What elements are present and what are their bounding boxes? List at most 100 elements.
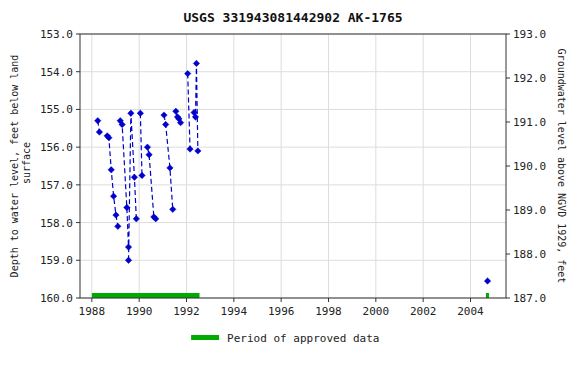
x-tick-label: 1992 (173, 305, 200, 318)
data-line (98, 63, 488, 281)
legend-swatch (191, 335, 219, 340)
x-grid-line (139, 34, 140, 298)
y2-tick (506, 78, 510, 79)
data-point (108, 167, 114, 173)
y2-tick (506, 298, 510, 299)
data-point (184, 70, 190, 76)
chart: 198819901992199419961998200020022004153.… (0, 0, 576, 384)
y-tick (76, 34, 80, 35)
data-point (162, 121, 168, 127)
x-tick (281, 298, 282, 302)
x-tick-label: 2000 (363, 305, 390, 318)
data-point (146, 151, 152, 157)
data-point (193, 60, 199, 66)
data-point (187, 146, 193, 152)
data-point (96, 129, 102, 135)
y-grid-line (80, 184, 506, 185)
data-point (137, 110, 143, 116)
y2-tick-label: 192.0 (513, 72, 546, 85)
y2-tick-label: 191.0 (513, 116, 546, 129)
x-tick-label: 2004 (457, 305, 484, 318)
x-grid-line (233, 34, 234, 298)
y2-tick (506, 122, 510, 123)
y2-tick (506, 210, 510, 211)
x-tick (233, 298, 234, 302)
data-point (115, 223, 121, 229)
y-tick (76, 71, 80, 72)
x-grid-line (91, 34, 92, 298)
data-point (125, 257, 131, 263)
legend-label: Period of approved data (227, 332, 379, 345)
x-grid-line (423, 34, 424, 298)
data-point (484, 278, 490, 284)
data-point (177, 119, 183, 125)
data-point (170, 206, 176, 212)
approved-period (486, 293, 489, 298)
x-grid-line (328, 34, 329, 298)
plot-background (80, 34, 506, 298)
data-point (125, 244, 131, 250)
y-axis-label-line: surface (21, 142, 32, 190)
x-tick-label: 1994 (221, 305, 248, 318)
y-tick-label: 156.0 (40, 141, 73, 154)
data-point (113, 212, 119, 218)
y2-tick-label: 187.0 (513, 292, 546, 305)
x-tick (186, 298, 187, 302)
x-tick-label: 1996 (268, 305, 295, 318)
y2-tick (506, 254, 510, 255)
data-point (119, 121, 125, 127)
x-tick-label: 2002 (410, 305, 437, 318)
grid (80, 34, 506, 298)
plot-frame (80, 34, 506, 298)
y-tick-label: 159.0 (40, 254, 73, 267)
data-point (153, 216, 159, 222)
data-point (144, 144, 150, 150)
approved-period (92, 293, 200, 298)
x-grid-line (281, 34, 282, 298)
y-tick (76, 184, 80, 185)
x-grid-line (375, 34, 376, 298)
y2-tick-label: 188.0 (513, 248, 546, 261)
data-point (133, 216, 139, 222)
x-tick (328, 298, 329, 302)
x-tick (375, 298, 376, 302)
x-tick-label: 1988 (79, 305, 106, 318)
data-point (173, 108, 179, 114)
data-point (195, 148, 201, 154)
y-tick-label: 160.0 (40, 292, 73, 305)
y-tick-label: 155.0 (40, 103, 73, 116)
y-grid-line (80, 222, 506, 223)
x-tick-label: 1998 (315, 305, 342, 318)
data-point (161, 112, 167, 118)
data-point (110, 193, 116, 199)
y2-axis-label: Groundwater level above NGVD 1929, feet (556, 49, 567, 284)
legend: Period of approved data (191, 332, 379, 345)
data-point (167, 165, 173, 171)
y-grid-line (80, 109, 506, 110)
x-tick (423, 298, 424, 302)
y2-tick-label: 190.0 (513, 160, 546, 173)
y-tick-label: 157.0 (40, 179, 73, 192)
data-point (139, 172, 145, 178)
x-tick (91, 298, 92, 302)
data-point (124, 204, 130, 210)
data-point (131, 174, 137, 180)
y-tick-label: 154.0 (40, 66, 73, 79)
chart-title: USGS 331943081442902 AK-1765 (183, 10, 402, 25)
plot-data (92, 60, 491, 298)
y-axis-label: Depth to water level, feet below land su… (9, 55, 32, 278)
y-tick (76, 109, 80, 110)
y-grid-line (80, 71, 506, 72)
y-axis-label-line: Depth to water level, feet below land (9, 55, 20, 278)
y2-tick-label: 189.0 (513, 204, 546, 217)
y-tick (76, 147, 80, 148)
data-point (95, 118, 101, 124)
x-tick-label: 1990 (126, 305, 153, 318)
x-grid-line (470, 34, 471, 298)
y2-tick (506, 34, 510, 35)
x-tick (470, 298, 471, 302)
y-tick (76, 260, 80, 261)
y-tick (76, 298, 80, 299)
x-tick (139, 298, 140, 302)
y-tick (76, 222, 80, 223)
